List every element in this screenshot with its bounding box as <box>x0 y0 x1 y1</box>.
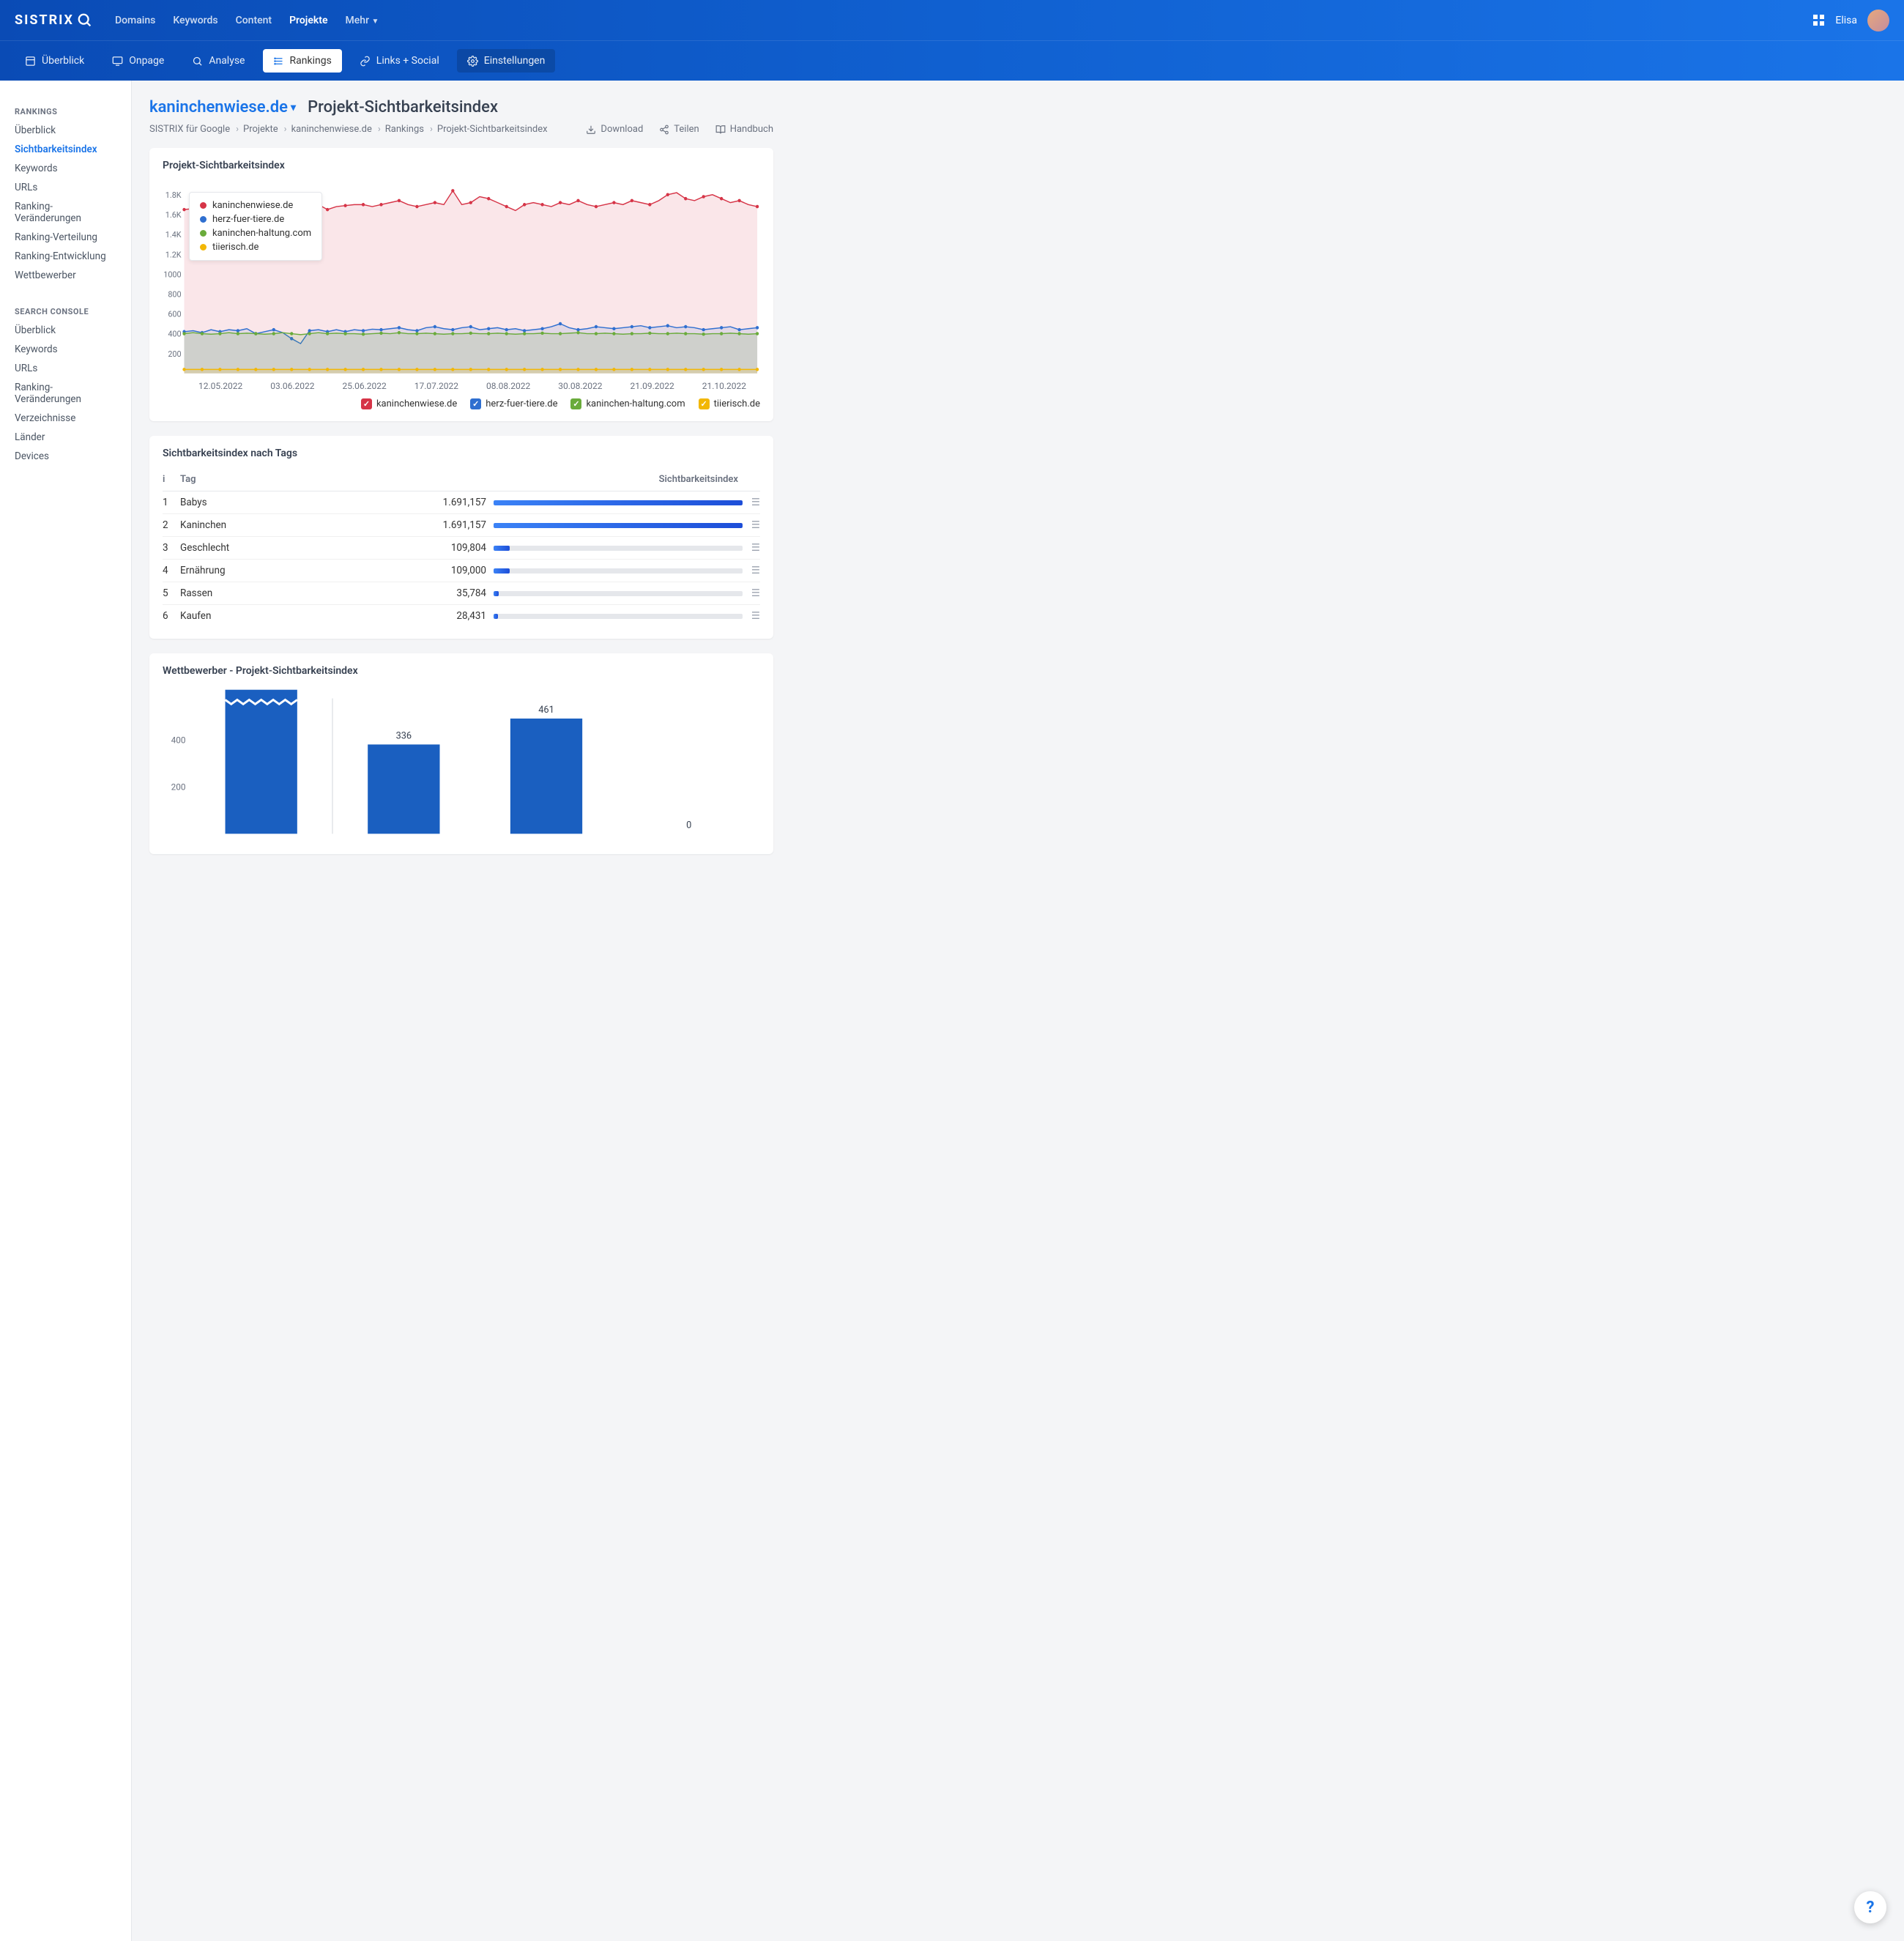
sidebar-item-verteilung[interactable]: Ranking-Verteilung <box>0 228 131 247</box>
top-right: Elisa <box>1813 10 1889 31</box>
competitors-title: Wettbewerber - Projekt-Sichtbarkeitsinde… <box>163 665 760 677</box>
sidebar-item-entwicklung[interactable]: Ranking-Entwicklung <box>0 247 131 266</box>
nav-content[interactable]: Content <box>236 15 272 26</box>
page-title: Projekt-Sichtbarkeitsindex <box>308 98 498 116</box>
legend-toggle[interactable]: ✓kaninchenwiese.de <box>361 398 457 409</box>
svg-text:461: 461 <box>538 705 554 716</box>
nav-domains[interactable]: Domains <box>115 15 155 26</box>
sidebar: RANKINGS Überblick Sichtbarkeitsindex Ke… <box>0 81 132 1941</box>
crumb: Projekt-Sichtbarkeitsindex <box>437 124 548 135</box>
sidebar-item-sc-devices[interactable]: Devices <box>0 447 131 466</box>
subtab-onpage[interactable]: Onpage <box>102 49 174 73</box>
sidebar-heading-rankings: RANKINGS <box>0 103 131 121</box>
subtab-links[interactable]: Links + Social <box>349 49 450 73</box>
svg-text:1.2K: 1.2K <box>166 250 182 259</box>
sidebar-item-urls[interactable]: URLs <box>0 178 131 197</box>
sidebar-item-sc-verzeichnisse[interactable]: Verzeichnisse <box>0 409 131 428</box>
svg-text:336: 336 <box>396 731 412 742</box>
tags-title: Sichtbarkeitsindex nach Tags <box>163 448 760 459</box>
tag-row[interactable]: 3 Geschlecht 109,804 ☰ <box>163 537 760 560</box>
svg-text:1.6K: 1.6K <box>166 210 182 220</box>
svg-text:200: 200 <box>171 782 186 792</box>
svg-text:400: 400 <box>171 735 186 745</box>
subtab-rankings[interactable]: Rankings <box>263 49 342 73</box>
sidebar-item-sichtbarkeitsindex[interactable]: Sichtbarkeitsindex <box>0 140 131 159</box>
apps-icon[interactable] <box>1813 15 1825 26</box>
sub-bar: Überblick Onpage Analyse Rankings Links … <box>0 40 1904 81</box>
help-button[interactable]: ? <box>1854 1891 1886 1923</box>
sidebar-item-sc-keywords[interactable]: Keywords <box>0 340 131 359</box>
subtab-ueberblick[interactable]: Überblick <box>15 49 94 73</box>
tag-row[interactable]: 6 Kaufen 28,431 ☰ <box>163 605 760 627</box>
svg-text:400: 400 <box>168 329 181 338</box>
tag-row[interactable]: 1 Babys 1.691,157 ☰ <box>163 491 760 514</box>
sidebar-item-sc-veraenderungen[interactable]: Ranking-Veränderungen <box>0 378 131 409</box>
tag-row[interactable]: 2 Kaninchen 1.691,157 ☰ <box>163 514 760 537</box>
top-bar: SISTRIX Domains Keywords Content Projekt… <box>0 0 1904 40</box>
svg-text:1.4K: 1.4K <box>166 230 182 240</box>
svg-text:800: 800 <box>168 289 181 299</box>
crumb[interactable]: kaninchenwiese.de <box>291 124 381 135</box>
sidebar-item-veraenderungen[interactable]: Ranking-Veränderungen <box>0 197 131 228</box>
top-nav: Domains Keywords Content Projekte Mehr ▼ <box>115 15 1813 26</box>
logo[interactable]: SISTRIX <box>15 12 93 29</box>
legend-toggle[interactable]: ✓herz-fuer-tiere.de <box>470 398 557 409</box>
handbook-button[interactable]: Handbuch <box>715 124 773 135</box>
tag-row[interactable]: 5 Rassen 35,784 ☰ <box>163 582 760 605</box>
svg-text:1.691: 1.691 <box>250 686 273 687</box>
legend-toggle[interactable]: ✓kaninchen-haltung.com <box>570 398 685 409</box>
nav-mehr[interactable]: Mehr ▼ <box>346 15 379 26</box>
svg-text:0: 0 <box>686 820 691 831</box>
svg-text:1.8K: 1.8K <box>166 190 182 200</box>
tags-card: Sichtbarkeitsindex nach Tags i Tag Sicht… <box>149 436 773 639</box>
sidebar-item-sc-urls[interactable]: URLs <box>0 359 131 378</box>
crumb[interactable]: Rankings <box>385 124 433 135</box>
chart-title: Projekt-Sichtbarkeitsindex <box>163 160 760 171</box>
download-button[interactable]: Download <box>586 124 643 135</box>
chart-legend-overlay: kaninchenwiese.deherz-fuer-tiere.dekanin… <box>189 192 322 261</box>
sidebar-item-sc-laender[interactable]: Länder <box>0 428 131 447</box>
crumb[interactable]: Projekte <box>243 124 287 135</box>
avatar[interactable] <box>1867 10 1889 31</box>
sidebar-item-keywords[interactable]: Keywords <box>0 159 131 178</box>
nav-projekte[interactable]: Projekte <box>289 15 327 26</box>
tag-row[interactable]: 4 Ernährung 109,000 ☰ <box>163 560 760 582</box>
sidebar-item-wettbewerber[interactable]: Wettbewerber <box>0 266 131 285</box>
svg-text:200: 200 <box>168 349 181 359</box>
domain-selector[interactable]: kaninchenwiese.de▾ <box>149 98 296 116</box>
breadcrumb: SISTRIX für Google Projekte kaninchenwie… <box>149 124 548 135</box>
tags-header: i Tag Sichtbarkeitsindex <box>163 468 760 491</box>
sidebar-item-ueberblick[interactable]: Überblick <box>0 121 131 140</box>
main-content: kaninchenwiese.de▾ Projekt-Sichtbarkeits… <box>132 81 791 1941</box>
svg-text:600: 600 <box>168 309 181 319</box>
visibility-chart-card: Projekt-Sichtbarkeitsindex kaninchenwies… <box>149 148 773 421</box>
competitors-card: Wettbewerber - Projekt-Sichtbarkeitsinde… <box>149 653 773 854</box>
legend-toggle[interactable]: ✓tiierisch.de <box>699 398 760 409</box>
sidebar-item-sc-ueberblick[interactable]: Überblick <box>0 321 131 340</box>
crumb[interactable]: SISTRIX für Google <box>149 124 239 135</box>
subtab-analyse[interactable]: Analyse <box>182 49 255 73</box>
sidebar-heading-search: SEARCH CONSOLE <box>0 303 131 321</box>
user-name[interactable]: Elisa <box>1835 15 1857 26</box>
subtab-einstellungen[interactable]: Einstellungen <box>457 49 556 73</box>
nav-keywords[interactable]: Keywords <box>173 15 217 26</box>
chart-legend-bottom: ✓kaninchenwiese.de ✓herz-fuer-tiere.de ✓ka… <box>163 398 760 409</box>
brand-text: SISTRIX <box>15 12 74 28</box>
share-button[interactable]: Teilen <box>659 124 699 135</box>
bar-chart[interactable]: 400 200 1.691 336 461 0 <box>163 686 760 839</box>
svg-text:1000: 1000 <box>163 270 181 279</box>
